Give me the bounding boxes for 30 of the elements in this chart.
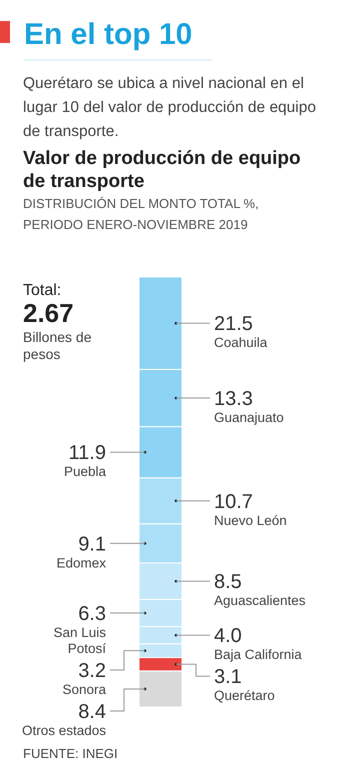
data-label: 8.4	[78, 701, 106, 724]
text: Nuevo León	[214, 512, 287, 528]
data-label: 10.7	[214, 490, 253, 513]
source-note: FUENTE: INEGI	[23, 746, 118, 761]
data-label: 11.9	[68, 442, 106, 464]
text: Billones de pesos	[23, 329, 92, 362]
chart-subtitle: Querétaro se ubica a nivel nacional en el lugar 10 del valor de producción de equipo de transporte.	[23, 75, 316, 140]
data-label: 6.3	[78, 603, 106, 626]
data-label: 3.1	[214, 666, 242, 688]
text: Guanajuato	[214, 410, 284, 426]
text: San Luis Potosí	[53, 625, 106, 656]
text: Otros estados	[22, 723, 106, 738]
data-label: 3.2	[78, 660, 106, 682]
text: Coahuila	[214, 335, 268, 350]
text: DISTRIBUCIÓN DEL MONTO TOTAL %, PERIODO ENERO-NOVIEMBRE 2019	[23, 196, 259, 232]
text: 2.67	[23, 298, 74, 328]
text: Aguascalientes	[214, 593, 306, 608]
text: Sonora	[62, 682, 106, 698]
text: Total:	[23, 282, 62, 299]
text: Querétaro	[214, 688, 275, 704]
data-label: 9.1	[78, 533, 106, 556]
text: Valor de producción de equipo de transporte	[23, 148, 301, 192]
data-label: 13.3	[214, 388, 253, 410]
chart-title: En el top 10	[24, 18, 192, 51]
data-label: 8.5	[214, 571, 242, 594]
text: Puebla	[64, 464, 106, 480]
text: Baja California	[214, 647, 302, 662]
data-label: 4.0	[214, 625, 242, 648]
data-label: 21.5	[214, 313, 253, 336]
text: Edomex	[56, 555, 106, 570]
